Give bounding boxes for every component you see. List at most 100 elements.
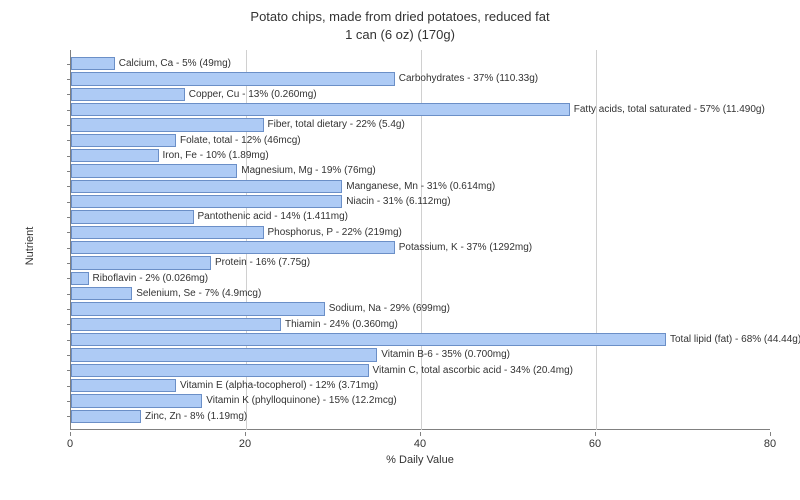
x-tick-label: 0 (67, 438, 73, 450)
x-tick (70, 432, 71, 436)
bar-label: Copper, Cu - 13% (0.260mg) (189, 89, 317, 100)
bar (71, 72, 395, 85)
bar-row: Vitamin K (phylloquinone) - 15% (12.2mcg… (71, 394, 397, 407)
bar (71, 241, 395, 254)
y-tick (67, 79, 71, 80)
y-tick (67, 217, 71, 218)
x-tick-label: 80 (764, 438, 776, 450)
bar-row: Phosphorus, P - 22% (219mg) (71, 226, 402, 239)
bar (71, 88, 185, 101)
bar-label: Vitamin K (phylloquinone) - 15% (12.2mcg… (206, 395, 396, 406)
bar-label: Fiber, total dietary - 22% (5.4g) (268, 119, 405, 130)
x-axis-label: % Daily Value (386, 454, 454, 466)
bar-row: Fatty acids, total saturated - 57% (11.4… (71, 103, 765, 116)
bar-label: Selenium, Se - 7% (4.9mcg) (136, 288, 261, 299)
bar-row: Vitamin C, total ascorbic acid - 34% (20… (71, 364, 573, 377)
bar-label: Niacin - 31% (6.112mg) (346, 196, 450, 207)
bar-row: Potassium, K - 37% (1292mg) (71, 241, 532, 254)
bar (71, 256, 211, 269)
chart-container: Potato chips, made from dried potatoes, … (0, 0, 800, 500)
y-tick (67, 248, 71, 249)
bar-row: Sodium, Na - 29% (699mg) (71, 302, 450, 315)
y-tick (67, 278, 71, 279)
x-tick (770, 432, 771, 436)
y-tick (67, 340, 71, 341)
chart-area: Nutrient Calcium, Ca - 5% (49mg)Carbohyd… (70, 50, 770, 450)
y-tick (67, 401, 71, 402)
bar-label: Phosphorus, P - 22% (219mg) (268, 227, 402, 238)
bar-row: Vitamin B-6 - 35% (0.700mg) (71, 348, 510, 361)
bar-label: Potassium, K - 37% (1292mg) (399, 242, 532, 253)
bar-label: Fatty acids, total saturated - 57% (11.4… (574, 104, 765, 115)
bar (71, 57, 115, 70)
y-tick (67, 263, 71, 264)
bar-row: Folate, total - 12% (46mcg) (71, 134, 301, 147)
bar (71, 180, 342, 193)
y-tick (67, 309, 71, 310)
plot-region: Calcium, Ca - 5% (49mg) Carbohydrates - 3… (70, 50, 770, 430)
bar-row: Selenium, Se - 7% (4.9mcg) (71, 287, 261, 300)
bar-row: Carbohydrates - 37% (110.33g) (71, 72, 538, 85)
y-tick (67, 324, 71, 325)
y-tick (67, 110, 71, 111)
bar-row: Protein - 16% (7.75g) (71, 256, 310, 269)
bar (71, 272, 89, 285)
bar-row: Fiber, total dietary - 22% (5.4g) (71, 118, 405, 131)
chart-title: Potato chips, made from dried potatoes, … (0, 0, 800, 44)
x-tick (420, 432, 421, 436)
y-tick (67, 64, 71, 65)
x-tick (245, 432, 246, 436)
bar-label: Riboflavin - 2% (0.026mg) (93, 273, 209, 284)
y-tick (67, 140, 71, 141)
bar-label: Zinc, Zn - 8% (1.19mg) (145, 411, 247, 422)
bar (71, 210, 194, 223)
y-tick (67, 355, 71, 356)
bar-label: Magnesium, Mg - 19% (76mg) (241, 165, 376, 176)
bar (71, 195, 342, 208)
bar-row: Zinc, Zn - 8% (1.19mg) (71, 410, 247, 423)
bar-row: Niacin - 31% (6.112mg) (71, 195, 451, 208)
bar (71, 333, 666, 346)
y-tick (67, 386, 71, 387)
bar-row: Vitamin E (alpha-tocopherol) - 12% (3.71… (71, 379, 378, 392)
y-tick (67, 370, 71, 371)
bar (71, 149, 159, 162)
y-tick (67, 156, 71, 157)
title-line-1: Potato chips, made from dried potatoes, … (250, 9, 549, 24)
bar (71, 348, 377, 361)
y-axis-label: Nutrient (24, 227, 36, 266)
x-tick-label: 60 (589, 438, 601, 450)
bar (71, 118, 264, 131)
bar-label: Vitamin E (alpha-tocopherol) - 12% (3.71… (180, 380, 378, 391)
bar (71, 302, 325, 315)
bar (71, 364, 369, 377)
bar (71, 410, 141, 423)
x-tick-label: 20 (239, 438, 251, 450)
bar-label: Total lipid (fat) - 68% (44.44g) (670, 334, 800, 345)
bar-row: Total lipid (fat) - 68% (44.44g) (71, 333, 800, 346)
bar-row: Magnesium, Mg - 19% (76mg) (71, 164, 376, 177)
bar-label: Iron, Fe - 10% (1.89mg) (163, 150, 269, 161)
bar-row: Riboflavin - 2% (0.026mg) (71, 272, 208, 285)
bar-label: Carbohydrates - 37% (110.33g) (399, 73, 538, 84)
y-tick (67, 186, 71, 187)
bar-label: Calcium, Ca - 5% (49mg) (119, 58, 231, 69)
y-tick (67, 202, 71, 203)
bar (71, 287, 132, 300)
bar-row: Calcium, Ca - 5% (49mg) (71, 57, 231, 70)
x-tick-label: 40 (414, 438, 426, 450)
bar-row: Thiamin - 24% (0.360mg) (71, 318, 398, 331)
y-tick (67, 416, 71, 417)
bar (71, 164, 237, 177)
bar (71, 394, 202, 407)
bar-row: Iron, Fe - 10% (1.89mg) (71, 149, 269, 162)
bar-label: Manganese, Mn - 31% (0.614mg) (346, 181, 495, 192)
bar-label: Pantothenic acid - 14% (1.411mg) (198, 211, 348, 222)
y-tick (67, 294, 71, 295)
bar-label: Vitamin C, total ascorbic acid - 34% (20… (373, 365, 573, 376)
x-tick (595, 432, 596, 436)
y-tick (67, 232, 71, 233)
bar-label: Vitamin B-6 - 35% (0.700mg) (381, 349, 510, 360)
bar (71, 379, 176, 392)
y-tick (67, 125, 71, 126)
